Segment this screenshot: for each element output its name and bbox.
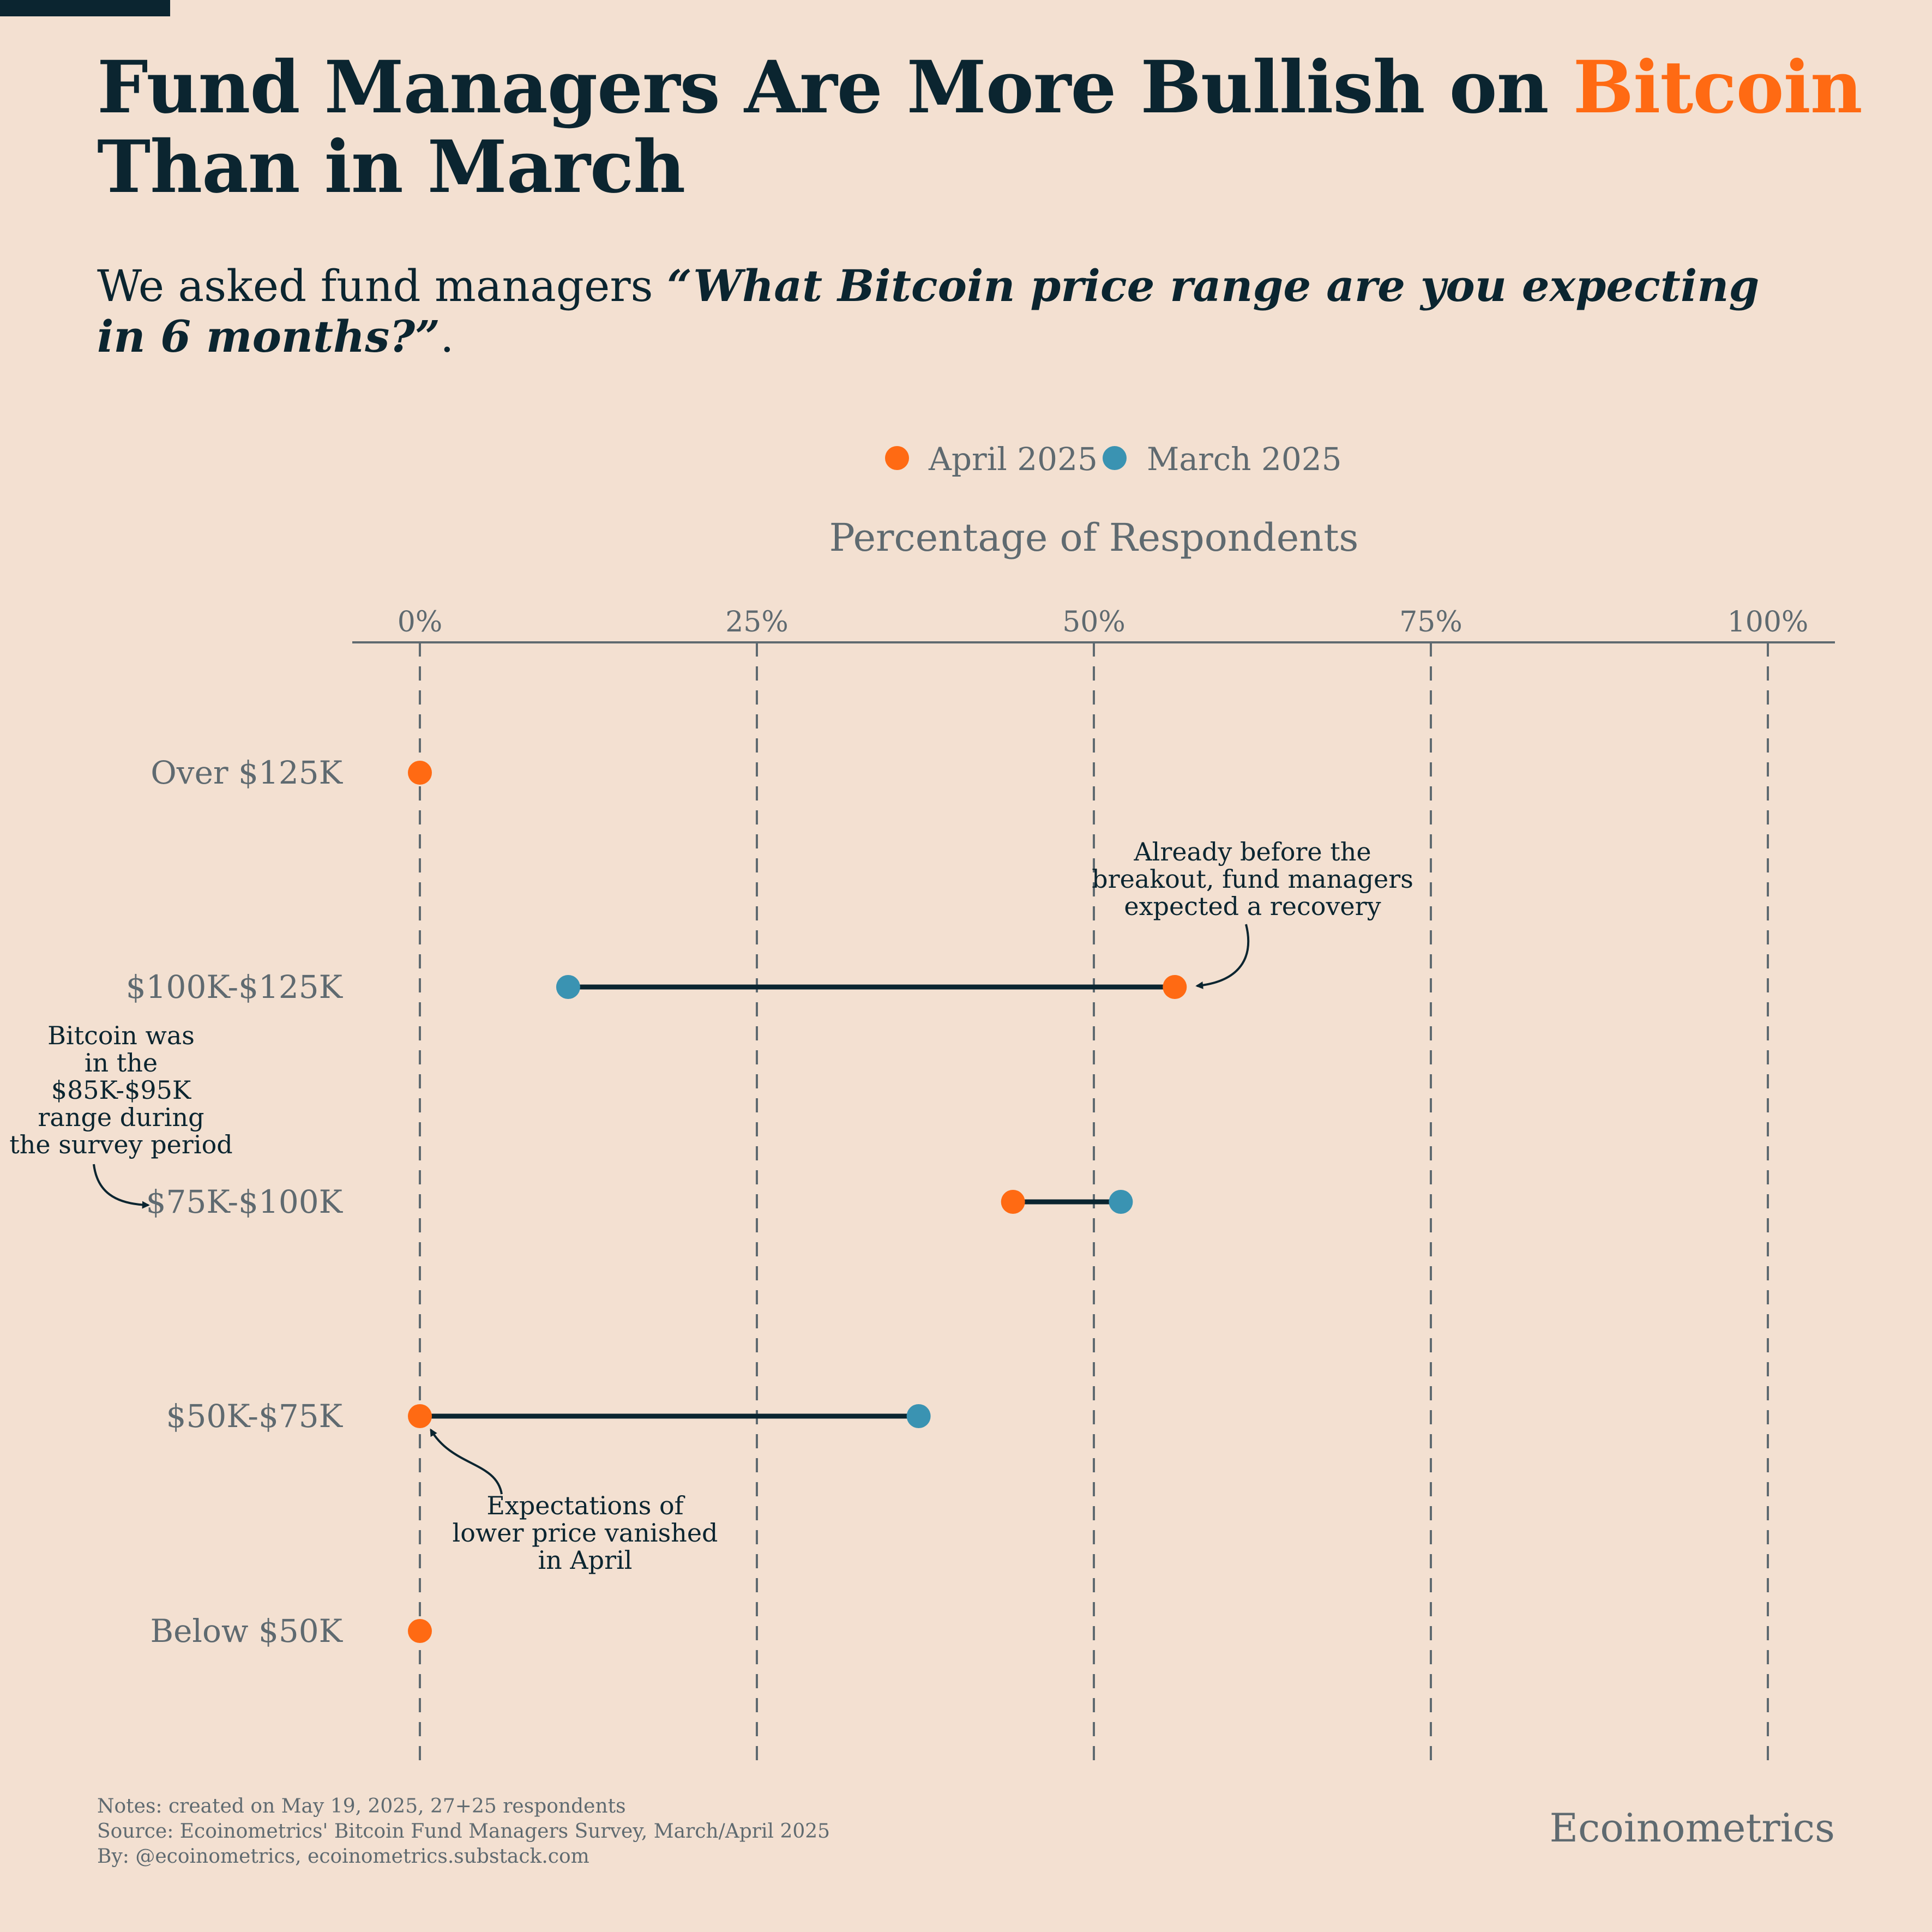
subtitle-quote-line1: “What Bitcoin price range are you expect… [667,260,1760,311]
footer-notes: Notes: created on May 19, 2025, 27+25 re… [97,1794,830,1869]
annotation-lower-price: Expectations of [486,1491,685,1520]
y-tick-label: Over $125K [151,754,343,791]
subtitle-prefix: We asked fund managers [97,261,667,311]
brand-logo-text: Ecoinometrics [1549,1805,1835,1851]
annotation-arrow-lower-price [430,1428,503,1495]
y-tick-label: $100K-$125K [126,968,344,1006]
annotation-recovery: Already before the [1133,837,1371,866]
title-part1: Fund Managers Are More Bullish on [97,45,1573,130]
subtitle-suffix: . [440,311,454,362]
x-tick-label: 25% [725,606,789,639]
annotation-survey-range: $85K-$95K [51,1075,192,1105]
point-april [408,761,432,785]
x-axis: 0% 25% 50% 75% 100% [352,606,1835,643]
x-tick-label: 100% [1728,606,1809,639]
point-march [556,975,580,999]
grid-lines [419,642,1769,1767]
annotation-arrow-recovery [1195,924,1249,989]
x-tick-label: 0% [398,606,443,639]
legend-label-march: March 2025 [1147,441,1342,478]
subtitle-quote-line2: in 6 months?” [97,311,441,362]
page-title: Fund Managers Are More Bullish on Bitcoi… [97,48,1897,207]
annotation-recovery: expected a recovery [1124,892,1381,921]
subtitle: We asked fund managers “What Bitcoin pri… [97,261,1842,362]
point-april [1163,975,1187,999]
annotation-recovery: breakout, fund managers [1092,864,1413,894]
chart-marks [408,761,1187,1643]
title-part2: Than in March [97,125,685,209]
annotation-lower-price: lower price vanished [452,1518,718,1548]
x-tick-label: 50% [1062,606,1126,639]
legend-marker-march [1103,446,1127,470]
legend-marker-april [885,446,909,470]
annotation-lower-price: in April [538,1545,632,1575]
y-tick-label: Below $50K [150,1612,343,1650]
x-tick-label: 75% [1399,606,1462,639]
footer-by-line: By: @ecoinometrics, ecoinometrics.substa… [97,1845,589,1868]
corner-accent-bar [0,0,170,16]
annotation-survey-range: range during [38,1103,204,1132]
annotation-survey-range: in the [85,1048,158,1078]
legend-label-april: April 2025 [928,441,1098,478]
point-march [906,1404,931,1428]
footer-notes-line: Notes: created on May 19, 2025, 27+25 re… [97,1795,626,1817]
y-tick-label: $75K-$100K [146,1183,344,1220]
title-accent: Bitcoin [1573,45,1863,130]
point-april [1001,1190,1025,1214]
x-axis-label: Percentage of Respondents [829,515,1359,560]
annotation-survey-range: Bitcoin was [47,1021,195,1050]
annotation-arrow-survey-range [93,1164,150,1209]
legend: April 2025 March 2025 [885,441,1342,478]
point-april [408,1619,432,1643]
footer-source-line: Source: Ecoinometrics' Bitcoin Fund Mana… [97,1820,830,1843]
point-april [408,1404,432,1428]
y-axis-labels: Over $125K $100K-$125K $75K-$100K $50K-$75K… [126,754,344,1650]
annotation-survey-range: the survey period [9,1130,233,1159]
y-tick-label: $50K-$75K [166,1398,344,1435]
point-march [1109,1190,1133,1214]
